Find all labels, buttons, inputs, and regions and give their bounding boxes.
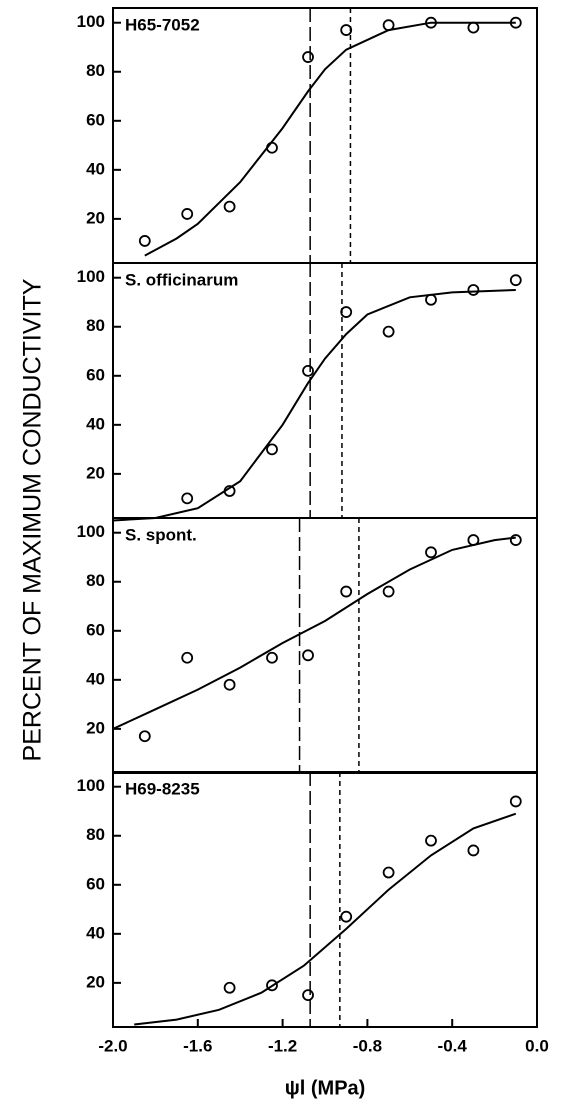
data-point xyxy=(425,834,437,847)
y-axis-label: PERCENT OF MAXIMUM CONDUCTIVITY xyxy=(19,278,47,761)
y-tick-label: 60 xyxy=(86,110,105,129)
y-tick-label: 20 xyxy=(86,718,105,737)
data-point xyxy=(509,534,522,546)
y-tick-label: 60 xyxy=(86,874,105,893)
x-tick-label: 0.0 xyxy=(525,1036,549,1055)
data-point xyxy=(467,284,480,296)
x-tick-label: -2.0 xyxy=(98,1036,127,1055)
panel-label: S. officinarum xyxy=(125,270,238,289)
fit-curve xyxy=(134,812,517,1026)
data-point xyxy=(340,24,353,36)
data-point xyxy=(266,651,278,664)
data-point xyxy=(223,485,236,497)
y-tick-label: 20 xyxy=(86,208,105,227)
data-point xyxy=(266,443,278,456)
data-point xyxy=(467,844,480,857)
fit-curve xyxy=(112,289,516,522)
data-point xyxy=(223,678,236,691)
x-tick-label: -0.8 xyxy=(353,1036,382,1055)
data-point xyxy=(138,235,151,247)
y-tick-label: 100 xyxy=(77,776,105,795)
y-tick-label: 80 xyxy=(86,316,105,335)
data-point xyxy=(266,141,278,154)
data-point xyxy=(509,16,522,29)
y-tick-label: 40 xyxy=(86,159,105,178)
y-tick-label: 100 xyxy=(77,267,105,286)
data-point xyxy=(340,910,353,923)
data-point xyxy=(382,325,395,338)
data-point xyxy=(340,585,353,598)
data-point xyxy=(382,19,395,32)
data-point xyxy=(425,293,437,306)
data-point xyxy=(467,534,480,546)
x-axis-label: ψl (MPa) xyxy=(285,1077,366,1099)
panel-label: H65-7052 xyxy=(125,15,200,34)
panel-label: H69-8235 xyxy=(125,779,200,798)
data-point xyxy=(425,546,437,559)
x-tick-label: -0.4 xyxy=(438,1036,468,1055)
y-tick-label: 60 xyxy=(86,365,105,384)
data-point xyxy=(302,364,314,377)
data-point xyxy=(425,16,437,29)
data-point xyxy=(138,730,151,743)
y-tick-label: 40 xyxy=(86,414,105,433)
data-point xyxy=(302,649,314,662)
data-point xyxy=(382,866,395,879)
y-tick-label: 80 xyxy=(86,61,105,80)
data-point xyxy=(181,492,194,505)
y-tick-label: 100 xyxy=(77,12,105,31)
data-point xyxy=(382,585,395,598)
panel-frame xyxy=(112,262,538,519)
data-point xyxy=(181,651,194,664)
panel-frame xyxy=(112,517,538,774)
data-point xyxy=(509,795,522,808)
y-tick-label: 60 xyxy=(86,620,105,639)
y-tick-label: 80 xyxy=(86,825,105,844)
data-point xyxy=(223,981,236,994)
y-tick-label: 40 xyxy=(86,923,105,942)
panel-label: S. spont. xyxy=(125,525,197,544)
data-point xyxy=(302,989,314,1002)
data-point xyxy=(181,208,194,220)
data-point xyxy=(340,306,353,318)
data-point xyxy=(509,274,522,287)
y-tick-label: 40 xyxy=(86,669,105,688)
x-tick-label: -1.6 xyxy=(183,1036,212,1055)
y-tick-label: 20 xyxy=(86,972,105,991)
panel-frame xyxy=(112,771,538,1028)
y-tick-label: 20 xyxy=(86,463,105,482)
data-point xyxy=(223,200,236,213)
fit-curve xyxy=(112,536,516,730)
y-tick-label: 80 xyxy=(86,571,105,590)
fit-curve xyxy=(144,21,516,257)
data-point xyxy=(266,979,278,992)
data-point xyxy=(302,51,314,63)
panel-frame xyxy=(112,7,538,264)
data-point xyxy=(467,21,480,34)
x-tick-label: -1.2 xyxy=(268,1036,297,1055)
y-tick-label: 100 xyxy=(77,522,105,541)
